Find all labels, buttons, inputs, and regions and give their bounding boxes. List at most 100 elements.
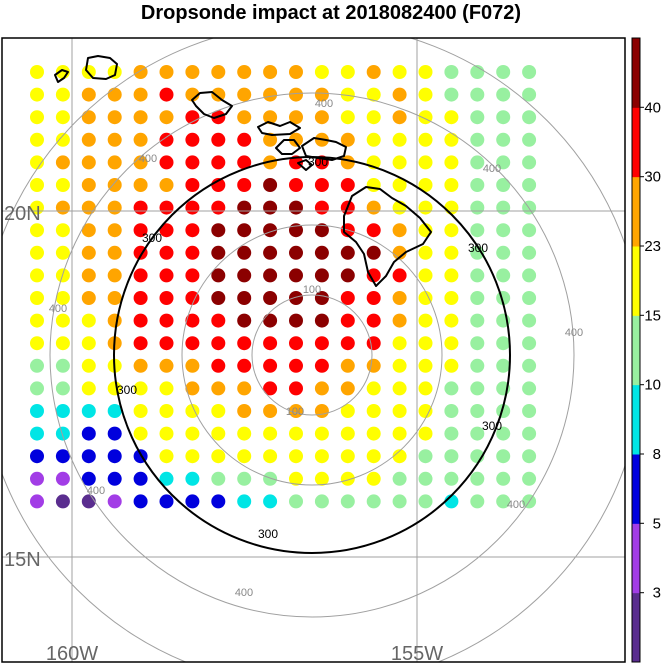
impact-dot: [418, 471, 433, 486]
impact-dot: [133, 132, 148, 147]
impact-dot: [30, 381, 44, 396]
impact-dot: [81, 178, 96, 192]
impact-dot: [289, 494, 303, 509]
impact-dot: [314, 471, 329, 486]
impact-dot: [340, 178, 355, 192]
impact-dot: [366, 110, 381, 125]
contour-label-400: 400: [483, 163, 501, 175]
impact-dot: [211, 358, 226, 373]
impact-dot: [366, 132, 381, 147]
colorbar-segments: [632, 38, 640, 663]
impact-dot: [237, 426, 252, 441]
lat-label-15n: 15N: [4, 549, 41, 571]
impact-dot: [159, 313, 174, 328]
impact-dot: [55, 200, 70, 215]
impact-dot: [522, 65, 537, 79]
impact-dot: [237, 291, 252, 305]
impact-dot: [55, 155, 70, 170]
impact-dot: [237, 358, 252, 373]
impact-dot: [289, 426, 303, 441]
impact-dot: [366, 65, 381, 79]
impact-dot: [133, 494, 148, 509]
impact-dot: [185, 358, 200, 373]
impact-dot: [444, 200, 459, 215]
contour-label-400: 400: [235, 587, 253, 599]
impact-dot: [107, 471, 122, 486]
impact-dot: [496, 87, 511, 102]
distance-ring-300: [113, 156, 511, 554]
impact-dot: [470, 291, 485, 305]
impact-dot: [366, 291, 381, 305]
impact-dot: [314, 245, 329, 260]
impact-dot: [107, 155, 122, 170]
impact-dot: [496, 494, 511, 509]
impact-dot: [496, 223, 511, 238]
impact-dot: [107, 404, 122, 418]
impact-dot: [392, 404, 407, 418]
contour-label-400: 400: [139, 153, 157, 165]
impact-dot: [185, 313, 200, 328]
impact-dot: [444, 381, 459, 396]
colorbar-labels: 3 5 8 10 15 23 30 40: [640, 99, 661, 602]
impact-dot: [133, 223, 148, 238]
impact-dot: [470, 336, 485, 351]
impact-dot: [133, 178, 148, 192]
impact-dot: [392, 381, 407, 396]
impact-dot: [289, 336, 303, 351]
impact-dot: [159, 155, 174, 170]
impact-dot: [107, 223, 122, 238]
impact-dot: [392, 155, 407, 170]
impact-dot: [263, 449, 278, 464]
impact-dot: [470, 426, 485, 441]
impact-dot: [30, 291, 44, 305]
impact-dot: [159, 132, 174, 147]
colorbar-tick-label: 23: [644, 238, 661, 255]
impact-dot: [107, 132, 122, 147]
impact-dot: [133, 426, 148, 441]
impact-dot: [55, 404, 70, 418]
impact-dot: [185, 223, 200, 238]
impact-dot: [496, 426, 511, 441]
impact-dot: [237, 268, 252, 283]
impact-dot: [392, 494, 407, 509]
impact-dot: [418, 200, 433, 215]
impact-dot: [211, 494, 226, 509]
impact-dot: [107, 200, 122, 215]
impact-dot: [55, 132, 70, 147]
impact-dot: [496, 245, 511, 260]
impact-dot: [30, 110, 44, 125]
impact-dot: [159, 87, 174, 102]
impact-dot: [289, 291, 303, 305]
impact-dot: [30, 358, 44, 373]
impact-dot: [289, 268, 303, 283]
impact-dot: [340, 245, 355, 260]
impact-dot: [263, 494, 278, 509]
impact-dot: [107, 178, 122, 192]
impact-dot: [418, 245, 433, 260]
impact-dot: [133, 381, 148, 396]
impact-dot: [107, 426, 122, 441]
impact-dot: [340, 426, 355, 441]
impact-dot: [289, 358, 303, 373]
impact-dot: [30, 336, 44, 351]
impact-dot: [470, 245, 485, 260]
impact-dot: [30, 471, 44, 486]
impact-dot: [211, 449, 226, 464]
impact-dot: [263, 245, 278, 260]
impact-dot: [496, 132, 511, 147]
impact-dot: [289, 471, 303, 486]
impact-dot: [237, 245, 252, 260]
impact-dot: [185, 200, 200, 215]
impact-dot: [237, 404, 252, 418]
impact-dot: [418, 178, 433, 192]
impact-dot: [314, 426, 329, 441]
lon-label-160w: 160W: [46, 643, 98, 664]
impact-dot: [314, 223, 329, 238]
impact-dot: [55, 449, 70, 464]
impact-dot: [55, 494, 70, 509]
impact-dot: [159, 245, 174, 260]
impact-dot: [392, 178, 407, 192]
impact-dot: [81, 449, 96, 464]
impact-dot: [263, 404, 278, 418]
